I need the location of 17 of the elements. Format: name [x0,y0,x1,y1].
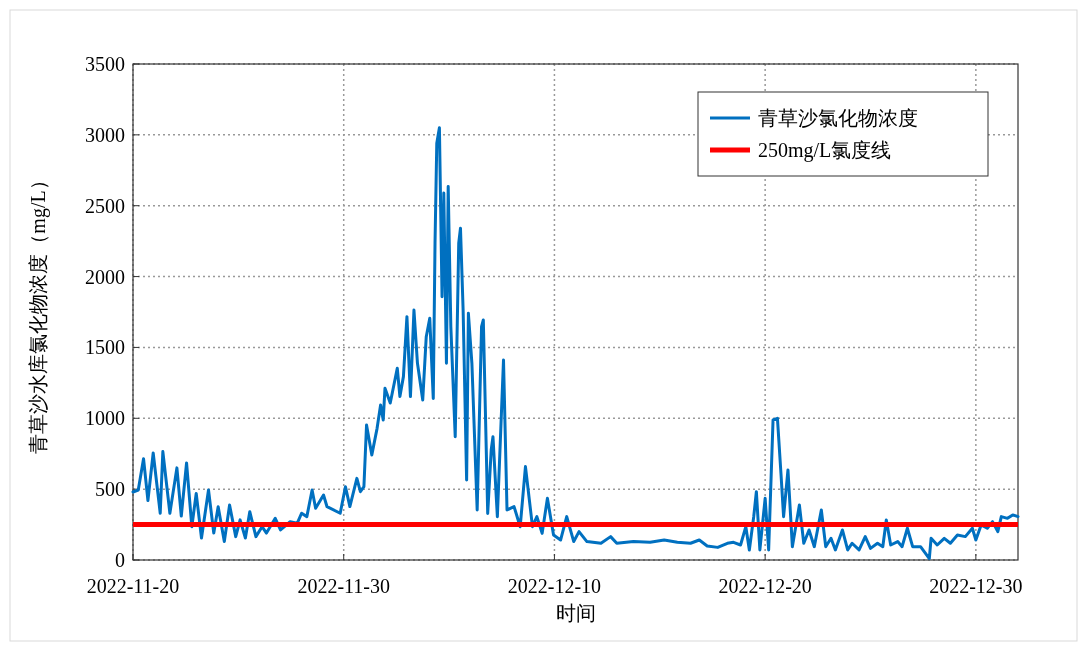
x-tick-label: 2022-11-20 [86,575,180,597]
y-axis-title: 青草沙水库氯化物浓度（mg/L） [27,170,50,454]
y-tick-label: 1500 [85,336,125,359]
y-tick-label: 2000 [85,265,125,288]
y-tick-label: 500 [95,478,125,501]
x-tick-label: 2022-11-30 [297,575,390,597]
y-tick-label: 1000 [85,407,125,430]
y-tick-label: 2500 [85,194,125,217]
y-tick-label: 0 [115,549,125,571]
y-tick-label: 3500 [85,53,125,75]
x-axis-title: 时间 [555,602,596,624]
x-tick-label: 2022-12-10 [507,575,602,597]
x-tick-label: 2022-12-30 [929,575,1023,597]
y-tick-label: 3000 [85,123,125,146]
legend-label: 青草沙氯化物浓度 [758,107,918,129]
x-tick-label: 2022-12-20 [718,575,812,597]
legend-label: 250mg/L氯度线 [758,139,892,162]
